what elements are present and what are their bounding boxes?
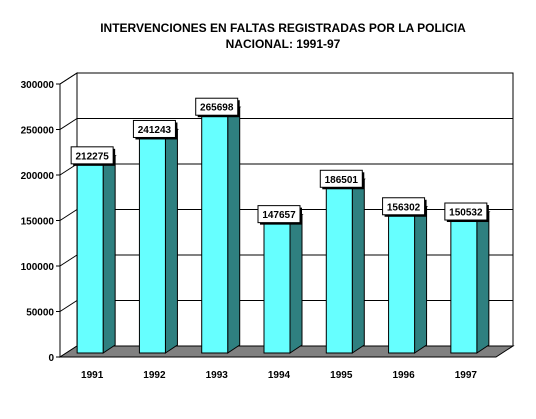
y-tick-label: 100000 — [21, 262, 55, 273]
data-label: 147657 — [262, 210, 296, 221]
bar — [450, 219, 478, 354]
data-label-box — [319, 169, 363, 188]
bar — [138, 136, 166, 354]
bar — [76, 163, 104, 354]
y-tick-label: 50000 — [26, 308, 54, 319]
data-label: 186501 — [325, 175, 359, 186]
chart-title-line-2: NACIONAL: 1991-97 — [226, 37, 341, 51]
bar-side — [227, 106, 241, 354]
y-tick-label: 200000 — [21, 171, 55, 182]
x-tick-label: 1993 — [206, 370, 229, 381]
y-tick-label: 300000 — [21, 80, 55, 91]
data-label: 156302 — [387, 202, 421, 213]
data-label: 150532 — [449, 208, 483, 219]
gridline-side — [59, 209, 78, 221]
x-tick-label: 1991 — [81, 370, 104, 381]
plot-area: 0 50000 100000 150000 200000 250000 300000 2122… — [21, 72, 515, 381]
bar-side — [476, 211, 490, 354]
x-tick-label: 1994 — [268, 370, 291, 381]
gridline-side — [59, 72, 78, 85]
bar-side — [351, 178, 365, 354]
bar-side — [102, 154, 116, 354]
x-tick-label: 1995 — [330, 370, 353, 381]
data-label-box — [257, 205, 301, 224]
bar — [201, 114, 229, 354]
data-label-box — [132, 119, 176, 138]
bar-side — [289, 213, 303, 354]
bar — [388, 214, 416, 354]
x-tick-label: 1997 — [455, 370, 478, 381]
bar-side — [164, 128, 178, 354]
data-label-box — [382, 197, 426, 216]
gridline-side — [59, 300, 78, 312]
chart-title-line-1: INTERVENCIONES EN FALTAS REGISTRADAS POR… — [100, 21, 466, 35]
gridline-side — [59, 254, 78, 267]
bar — [325, 186, 353, 354]
bar-side — [414, 205, 428, 354]
data-label-box — [444, 202, 488, 221]
data-label: 241243 — [138, 125, 172, 136]
y-tick-label: 150000 — [21, 217, 55, 228]
data-label: 212275 — [75, 151, 109, 162]
x-tick-label: 1996 — [392, 370, 415, 381]
gridline-side — [59, 163, 78, 176]
x-tick-label: 1992 — [143, 370, 166, 381]
bar — [263, 222, 291, 354]
y-tick-label: 250000 — [21, 126, 55, 137]
y-tick-label: 0 — [48, 353, 54, 364]
gridline-side — [59, 118, 78, 130]
data-label: 265698 — [200, 103, 234, 114]
data-label-box — [70, 146, 114, 165]
data-label-box — [195, 97, 239, 116]
